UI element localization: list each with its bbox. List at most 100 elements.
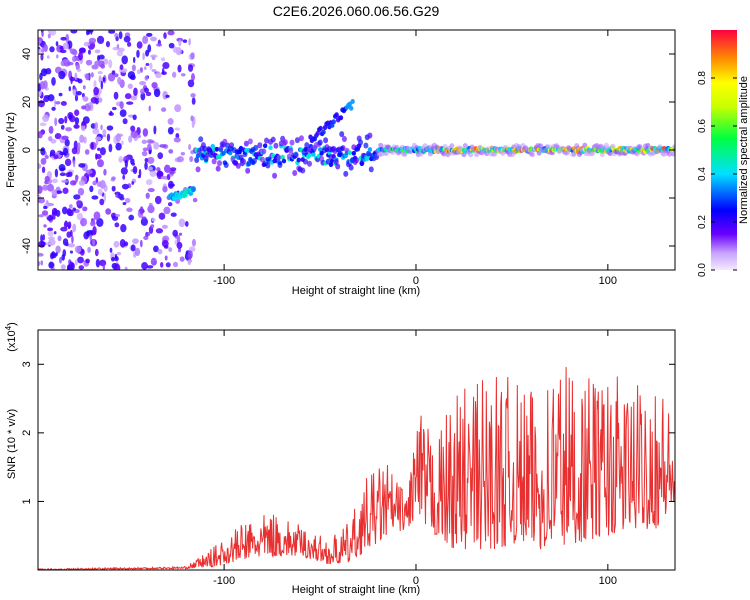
- spectrogram-cell: [245, 167, 251, 174]
- spectrogram-cell: [150, 257, 157, 266]
- spectrogram-cell: [211, 158, 217, 165]
- spectrogram-cell: [83, 231, 90, 240]
- spectrogram-cell: [53, 99, 57, 108]
- spectrogram-cell: [277, 162, 283, 169]
- spectrogram-cell: [242, 151, 248, 158]
- spectrogram-cell: [348, 164, 354, 171]
- spectrogram-cell: [147, 166, 154, 171]
- spectrogram-cell: [73, 124, 80, 129]
- spectrogram-cell: [55, 41, 59, 47]
- spectrogram-cell: [132, 114, 137, 121]
- spectrogram-cell: [61, 206, 68, 215]
- spectrogram-cell: [111, 176, 116, 181]
- spectrogram-cell: [147, 156, 155, 164]
- snr-x-tick-label: 0: [413, 575, 419, 587]
- spectrogram-cell: [62, 58, 70, 63]
- spectrogram-cell: [174, 239, 178, 245]
- spectrogram-x-tick-label: -100: [213, 275, 235, 287]
- spectrogram-cell: [99, 198, 105, 206]
- spectrogram-cell: [142, 52, 145, 61]
- spectrogram-cell: [65, 172, 71, 178]
- spectrogram-cell: [177, 64, 182, 73]
- spectrogram-cell: [77, 256, 84, 264]
- spectrogram-cell: [55, 101, 61, 105]
- spectrogram-cell: [124, 197, 131, 204]
- spectrogram-cell: [130, 95, 136, 101]
- spectrogram-cell: [175, 47, 182, 56]
- spectrogram-cell: [188, 144, 192, 151]
- spectrogram-cell: [113, 91, 119, 100]
- spectrogram-cell: [317, 139, 323, 146]
- spectrogram-cell: [94, 121, 99, 130]
- spectrogram-cell: [102, 77, 106, 82]
- spectrogram-cell: [265, 162, 271, 169]
- spectrogram-cell: [165, 262, 171, 268]
- spectrogram-cell: [170, 212, 177, 217]
- spectrogram-cell: [55, 54, 59, 59]
- spectrogram-cell: [178, 218, 186, 228]
- spectrogram-cell: [40, 260, 44, 266]
- spectrogram-y-label: Frequency (Hz): [5, 112, 17, 188]
- spectrogram-cell: [136, 69, 141, 75]
- spectrogram-cell: [171, 71, 177, 78]
- spectrogram-cell: [114, 73, 119, 78]
- spectrogram-cell: [44, 175, 50, 182]
- spectrogram-cell: [139, 81, 147, 86]
- spectrogram-cell: [142, 35, 149, 45]
- spectrogram-cell: [38, 185, 43, 194]
- spectrogram-cell: [71, 55, 77, 63]
- snr-chart: -100 0 100 1 2 3 Height of straight line (km…: [4, 322, 676, 596]
- spectrogram-y-tick-label: -20: [21, 190, 33, 206]
- spectrogram-cell: [133, 87, 138, 97]
- spectrogram-cell: [108, 59, 113, 69]
- spectrogram-cell: [75, 174, 79, 183]
- spectrogram-cell: [139, 88, 145, 95]
- spectrogram-cell: [108, 143, 113, 153]
- spectrogram-cell: [74, 72, 78, 81]
- spectrogram-cell: [174, 127, 181, 131]
- spectrogram-cell: [59, 256, 62, 264]
- spectrogram-cell: [119, 196, 125, 201]
- spectrogram-cell: [43, 205, 48, 210]
- spectrogram-cell: [145, 91, 152, 97]
- spectrogram-cell: [214, 146, 220, 152]
- spectrogram-cell: [42, 114, 50, 122]
- spectrogram-cell: [157, 152, 164, 160]
- spectrogram-cell: [59, 151, 66, 156]
- spectrogram-cell: [296, 157, 301, 163]
- spectrogram-cell: [60, 36, 67, 41]
- spectrogram-cell: [333, 158, 339, 165]
- spectrogram-cell: [53, 231, 57, 235]
- spectrogram-cell: [321, 129, 326, 135]
- spectrogram-cell: [178, 232, 183, 236]
- spectrogram-cell: [58, 70, 66, 80]
- spectrogram-cell: [272, 172, 278, 179]
- spectrogram-cell: [144, 157, 149, 163]
- spectrogram-cell: [38, 40, 42, 44]
- spectrogram-cell: [74, 245, 82, 254]
- spectrogram-cell: [331, 119, 336, 125]
- spectrogram-cell: [95, 258, 100, 268]
- snr-scale-label: (x104): [4, 322, 18, 352]
- spectrogram-cell: [54, 168, 59, 178]
- spectrogram-cell: [153, 88, 161, 98]
- spectrogram-cell: [162, 186, 168, 193]
- snr-x-label: Height of straight line (km): [292, 584, 420, 596]
- spectrogram-cell: [163, 206, 171, 215]
- spectrogram-cell: [38, 83, 42, 92]
- spectrogram-cell: [257, 142, 263, 149]
- spectrogram-cell: [130, 125, 136, 132]
- spectrogram-cell: [111, 106, 117, 111]
- spectrogram-cell: [145, 192, 150, 199]
- spectrogram-cell: [349, 105, 354, 111]
- spectrogram-cell: [66, 231, 72, 238]
- spectrogram-cell: [176, 241, 183, 249]
- spectrogram-cell: [139, 206, 144, 215]
- spectrogram-cell: [89, 185, 94, 193]
- spectrogram-cell: [78, 47, 86, 54]
- snr-scale-suffix: ): [6, 322, 18, 326]
- spectrogram-cell: [132, 56, 136, 64]
- spectrogram-cell: [69, 250, 74, 254]
- spectrogram-cell: [99, 179, 106, 189]
